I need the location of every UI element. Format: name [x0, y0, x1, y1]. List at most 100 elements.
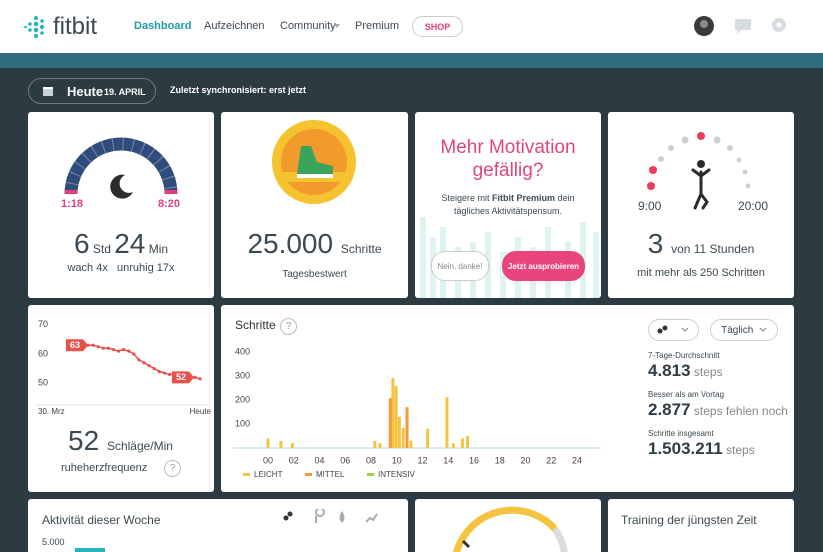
decline-button[interactable]: Nein, danke! [431, 251, 489, 281]
week-tile[interactable]: Aktivität dieser Woche 5.000 [28, 499, 408, 552]
callout-label: 63 [70, 340, 80, 350]
best-tile[interactable]: 25.000 Schritte Tagesbestwert [221, 112, 408, 298]
hourly-of: von 11 Stunden [671, 242, 755, 256]
hourly-count-row: 3 von 11 Stunden [608, 228, 794, 260]
bar [279, 440, 283, 448]
heart-point [111, 348, 116, 352]
heart-caption: ruheherzfrequenz [61, 462, 148, 474]
sleep-end: 8:20 [158, 198, 181, 210]
help-icon[interactable]: ? [280, 318, 297, 335]
messages-icon[interactable] [735, 19, 751, 34]
badge-icon [272, 120, 356, 204]
logo-text: fitbit [53, 13, 98, 40]
bar [466, 436, 470, 448]
hours-unit: Std [92, 242, 111, 256]
stat-value: 2.877 [648, 400, 691, 419]
training-tile[interactable]: Training der jüngsten Zeit [608, 499, 794, 552]
stat-label: Besser als am Vortag [648, 390, 725, 399]
training-title: Training der jüngsten Zeit [621, 513, 757, 527]
best-value-row: 25.000 Schritte [221, 228, 408, 260]
period-dropdown[interactable]: Täglich [710, 319, 778, 341]
y-tick-label: 60 [38, 348, 48, 358]
week-icons [283, 509, 378, 523]
date-picker[interactable]: Heute 19. APRIL [28, 78, 156, 104]
goal-tile[interactable] [415, 499, 601, 552]
premium-tile: Mehr Motivation gefällig? Steigere mit F… [415, 112, 601, 298]
stat-unit: steps [693, 365, 723, 379]
heart-point [132, 352, 136, 356]
bar [373, 440, 377, 448]
x-tick-label: 24 [572, 455, 582, 465]
text: dein tägliches Aktivitätspensum. [453, 193, 575, 216]
bar [266, 438, 270, 448]
shop-button[interactable]: SHOP [412, 16, 463, 37]
stat: 7-Tage-Durchschnitt 4.813 steps [648, 351, 788, 380]
heart-point [101, 346, 105, 350]
calendar-icon [43, 87, 53, 96]
sleep-gauge [64, 137, 178, 199]
stat-row: 4.813 steps [648, 361, 788, 380]
week-bar [75, 548, 105, 552]
stat-value: 4.813 [648, 361, 691, 380]
bar [445, 397, 449, 448]
moon-icon [110, 174, 133, 199]
heart-point [116, 349, 121, 353]
heart-point [137, 358, 141, 362]
legend-swatch [305, 473, 312, 476]
heart-point [193, 375, 197, 379]
heart-point [122, 348, 126, 352]
legend-label: LEICHT [254, 470, 283, 479]
minutes: 24 [114, 228, 146, 259]
minutes-unit: Min [148, 242, 169, 256]
metric-dropdown[interactable] [648, 319, 699, 341]
date-text: 19. APRIL [104, 87, 146, 97]
nav-link[interactable]: Aufzeichnen [204, 20, 265, 32]
x-tick-label: 08 [366, 455, 376, 465]
stat-unit: steps [726, 443, 755, 457]
heart-point [157, 369, 161, 374]
steps-tile: Schritte 100 200 300 400 00 02 04 06 08 10 12 14 16 18… [221, 305, 794, 492]
bar [378, 443, 382, 448]
bar [401, 428, 405, 448]
sleep-details: wach 4x unruhig 17x [28, 262, 214, 274]
bar [397, 416, 401, 448]
nav-link[interactable]: Community [280, 20, 336, 32]
period: Täglich [721, 324, 754, 336]
bar [426, 428, 430, 448]
nav-link[interactable]: Premium [355, 20, 400, 32]
hourly-tile[interactable]: 9:00 20:00 3 von 11 Stunden mit mehr als… [608, 112, 794, 298]
heart-point [127, 349, 131, 353]
x-tick-label: 00 [263, 455, 273, 465]
y-tick-label: 70 [38, 319, 48, 329]
y-tick-label: 400 [235, 346, 250, 356]
week-title: Aktivität dieser Woche [42, 513, 161, 527]
logo-icon [24, 16, 45, 38]
sleep-duration: 6 Std 24 Min [28, 228, 214, 260]
hours: 6 [73, 228, 90, 259]
brand: Fitbit Premium [492, 193, 556, 203]
x-tick-label: 16 [469, 455, 479, 465]
heart-tile[interactable]: 50 60 70 63 52 30. Mrz Heute 52 Schläge/Min ru… [28, 305, 214, 492]
legend-label: INTENSIV [378, 470, 416, 479]
hourly-start: 9:00 [638, 199, 662, 213]
steps-icon [657, 325, 688, 334]
sleep-tile[interactable]: 1:18 8:20 6 Std 24 Min wach 4x unruhig 1… [28, 112, 214, 298]
stat: Schritte insgesamt 1.503.211 steps [648, 429, 788, 458]
nav-link[interactable]: Dashboard [134, 20, 192, 32]
sleep-start: 1:18 [61, 198, 84, 210]
help-icon[interactable]: ? [164, 460, 181, 477]
hourly-dots [647, 132, 751, 210]
stats: 7-Tage-Durchschnitt 4.813 steps Besser als… [648, 351, 788, 468]
premium-title: Mehr Motivation gefällig? [440, 137, 576, 181]
best-unit: Schritte [340, 242, 382, 256]
heart-point [167, 372, 172, 377]
heart-point [142, 361, 146, 365]
hourly-caption: mit mehr als 250 Schritten [637, 267, 765, 279]
stat-label: Schritte insgesamt [648, 429, 714, 438]
x-tick-label: 04 [314, 455, 324, 465]
hourly-count: 3 [647, 228, 664, 259]
x-tick-label: 18 [495, 455, 505, 465]
accept-button[interactable]: Jetzt ausprobieren [502, 251, 585, 281]
premium-text: Steigere mit Fitbit Premium dein täglich… [415, 192, 601, 218]
